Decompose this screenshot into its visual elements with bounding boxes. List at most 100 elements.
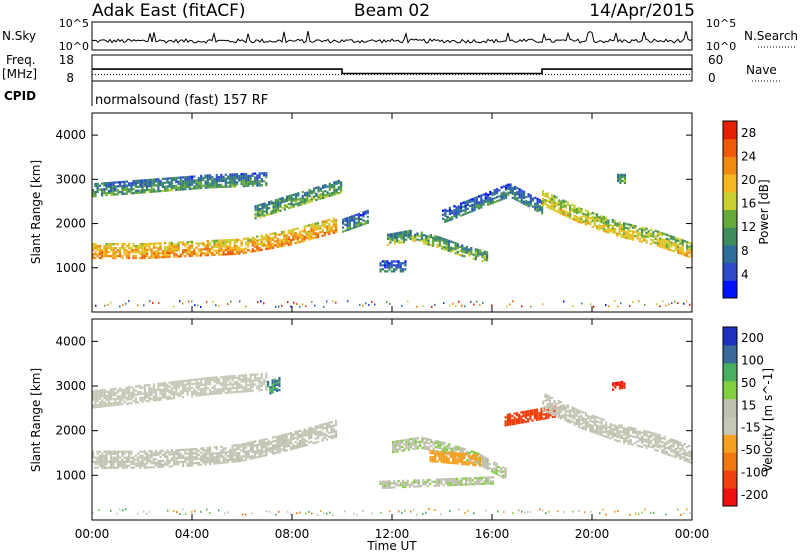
range-cell — [137, 249, 140, 252]
range-cell — [191, 462, 194, 465]
range-cell — [94, 190, 97, 194]
range-cell — [146, 462, 149, 465]
range-cell — [400, 237, 403, 240]
range-cell — [254, 205, 257, 208]
range-cell — [557, 412, 560, 415]
range-cell — [168, 389, 171, 392]
range-cell — [389, 237, 392, 240]
range-cell — [164, 392, 167, 395]
range-cell — [482, 465, 485, 468]
range-cell — [356, 513, 358, 516]
range-cell — [393, 480, 396, 483]
range-cell — [137, 391, 140, 394]
range-cell — [143, 304, 145, 307]
range-cell — [218, 390, 221, 393]
range-cell — [254, 217, 257, 220]
range-cell — [335, 301, 337, 304]
range-cell — [587, 417, 590, 420]
range-cell — [98, 393, 101, 396]
range-cell — [188, 448, 191, 451]
range-cell — [310, 426, 313, 429]
power-frame — [91, 112, 693, 313]
range-cell — [663, 437, 666, 441]
range-cell — [92, 392, 95, 395]
range-cell — [184, 379, 187, 382]
range-cell — [125, 460, 128, 463]
range-cell — [224, 243, 227, 246]
range-cell — [220, 455, 223, 458]
range-cell — [148, 393, 151, 397]
range-cell — [119, 305, 121, 308]
range-cell — [231, 444, 234, 447]
range-cell — [534, 208, 537, 211]
range-cell — [409, 231, 412, 234]
range-cell — [197, 449, 200, 452]
range-cell — [132, 460, 135, 463]
range-cell — [220, 449, 223, 452]
range-cell — [488, 467, 491, 470]
range-cell — [274, 439, 277, 443]
range-cell — [94, 192, 97, 196]
range-cell — [141, 450, 144, 453]
range-cell — [310, 198, 313, 201]
range-cell — [222, 251, 225, 254]
range-cell — [647, 435, 650, 438]
range-cell — [454, 246, 457, 249]
range-cell — [306, 195, 309, 198]
range-cell — [141, 458, 144, 461]
range-cell — [398, 235, 401, 238]
range-cell — [173, 461, 176, 464]
range-cell — [197, 187, 200, 190]
range-cell — [600, 427, 603, 431]
range-cell — [263, 380, 266, 383]
range-cell — [469, 479, 472, 482]
range-cell — [229, 450, 232, 454]
range-cell — [542, 408, 545, 411]
range-cell — [445, 451, 448, 454]
range-cell — [137, 385, 140, 388]
range-cell — [215, 181, 218, 185]
range-cell — [420, 237, 423, 240]
range-cell — [218, 183, 221, 187]
range-cell — [92, 249, 95, 252]
range-cell — [114, 391, 117, 394]
range-cell — [581, 302, 583, 305]
range-cell — [480, 482, 483, 485]
range-cell — [520, 417, 523, 420]
range-cell — [618, 223, 621, 226]
range-cell — [256, 178, 259, 181]
range-cell — [238, 460, 241, 463]
range-cell — [486, 259, 489, 262]
range-cell — [396, 448, 399, 451]
range-cell — [659, 241, 662, 244]
range-cell — [403, 443, 406, 446]
range-cell — [258, 385, 261, 388]
range-cell — [656, 441, 659, 444]
range-cell — [413, 479, 416, 482]
range-cell — [296, 432, 299, 435]
range-cell — [538, 199, 541, 202]
range-cell — [185, 512, 187, 515]
range-cell — [121, 245, 124, 248]
range-cell — [218, 179, 221, 183]
range-cell — [591, 424, 594, 427]
range-cell — [116, 191, 119, 194]
range-cell — [353, 512, 355, 515]
range-cell — [276, 383, 279, 386]
range-cell — [233, 376, 236, 380]
range-cell — [460, 202, 463, 205]
range-cell — [114, 181, 117, 184]
range-cell — [504, 424, 507, 427]
range-cell — [155, 250, 158, 253]
range-cell — [256, 385, 259, 388]
range-cell — [668, 453, 671, 456]
range-cell — [211, 456, 214, 459]
colorbar-tick-label: 8 — [741, 244, 749, 258]
range-cell — [229, 177, 232, 180]
range-cell — [652, 438, 655, 441]
range-cell — [209, 462, 212, 465]
range-cell — [146, 248, 149, 251]
range-cell — [283, 204, 286, 207]
range-cell — [254, 444, 257, 447]
range-cell — [231, 379, 234, 382]
